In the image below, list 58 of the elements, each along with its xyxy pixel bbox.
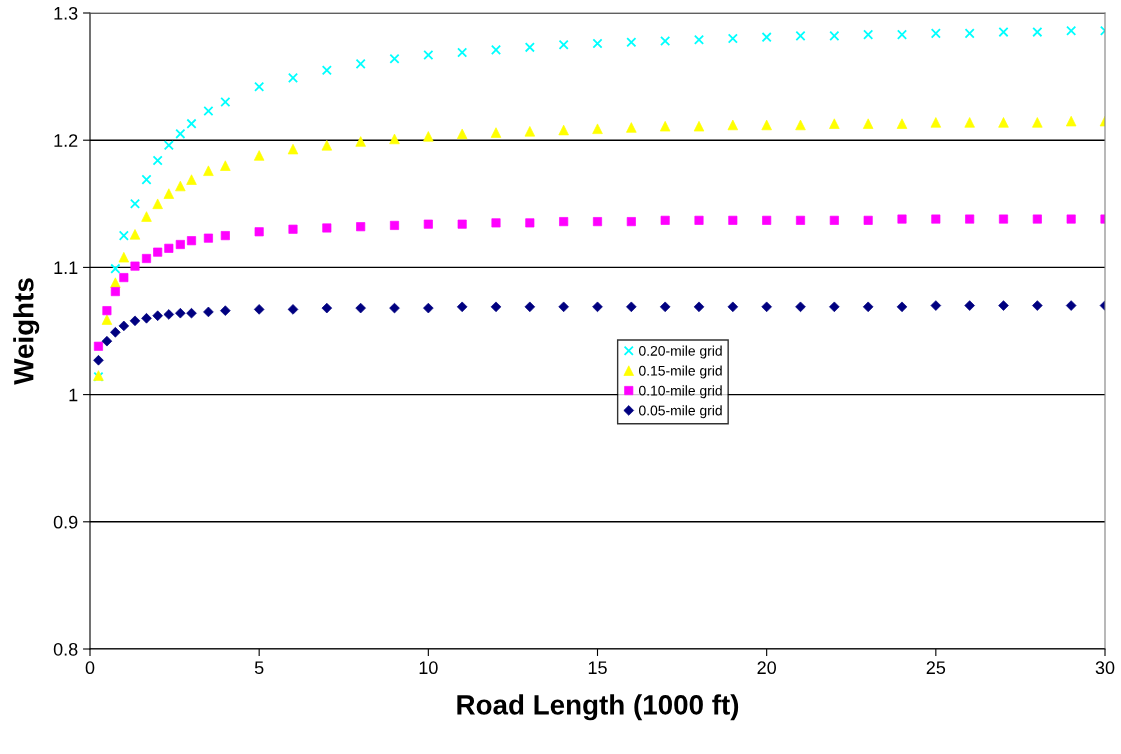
legend-label: 0.05-mile grid <box>639 405 722 419</box>
point <box>129 198 141 209</box>
x-tick-label: 15 <box>588 661 607 675</box>
point <box>998 27 1009 38</box>
legend-label: 0.15-mile grid <box>639 365 722 379</box>
point <box>175 128 186 139</box>
y-tick-label: 1.2 <box>54 134 78 147</box>
x-tick-label: 25 <box>926 661 946 675</box>
x-axis-title: Road Length (1000 ft) <box>457 694 739 721</box>
point <box>186 118 197 129</box>
x-tick-label: 30 <box>1095 661 1115 675</box>
y-tick-label: 1 <box>69 388 78 402</box>
point <box>141 174 152 185</box>
point <box>110 287 120 297</box>
point <box>110 263 121 274</box>
point <box>220 96 231 108</box>
y-tick-label: 0.8 <box>53 642 78 656</box>
legend-label: 0.20-mile grid <box>639 345 722 359</box>
point <box>254 81 265 92</box>
point <box>287 72 299 83</box>
x-tick-label: 0 <box>85 661 95 675</box>
point <box>626 37 637 48</box>
point <box>829 30 840 41</box>
x-tick-label: 10 <box>419 661 438 675</box>
point <box>964 28 975 39</box>
point <box>727 33 738 44</box>
point <box>592 38 603 49</box>
point <box>761 32 772 43</box>
point <box>457 47 468 58</box>
point <box>660 35 671 47</box>
x-tick-label: 5 <box>254 661 264 675</box>
point <box>693 34 705 45</box>
point <box>152 155 163 166</box>
point <box>423 49 434 61</box>
point <box>203 105 214 117</box>
legend-label: 0.10-mile grid <box>639 385 722 399</box>
point <box>163 140 174 151</box>
point <box>862 118 874 129</box>
point <box>524 42 535 53</box>
point <box>1066 25 1077 36</box>
x-tick-label: 20 <box>757 661 776 675</box>
point <box>355 58 366 69</box>
point <box>863 29 874 40</box>
y-tick-label: 0.9 <box>53 515 78 529</box>
point <box>558 39 569 50</box>
point <box>896 29 908 40</box>
point <box>829 118 840 129</box>
point <box>1032 27 1043 38</box>
point <box>118 230 129 241</box>
point <box>321 65 332 76</box>
point <box>930 28 941 39</box>
point <box>795 30 806 41</box>
y-axis-title: Weights <box>13 278 40 385</box>
y-tick-label: 1.3 <box>54 6 78 20</box>
y-tick-label: 1.1 <box>54 261 78 274</box>
point <box>175 239 185 250</box>
point <box>490 44 502 55</box>
point <box>389 53 400 64</box>
